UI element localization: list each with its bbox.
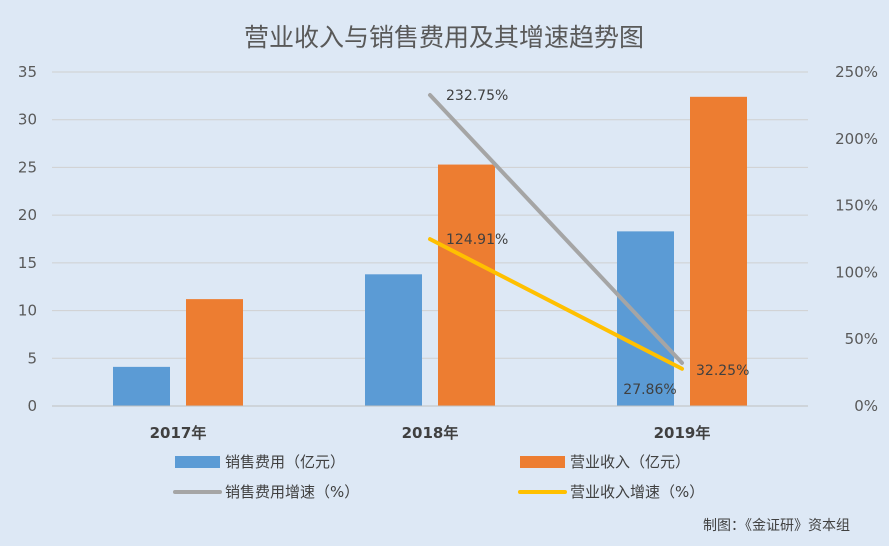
- x-tick-label: 2018年: [402, 424, 459, 442]
- y-left-tick-label: 35: [18, 63, 37, 81]
- bar-sales-expense: [365, 274, 422, 406]
- bar-revenue: [690, 96, 747, 406]
- y-left-tick-label: 30: [18, 111, 37, 129]
- y-left-tick-label: 5: [27, 349, 37, 367]
- bar-sales-expense: [113, 366, 170, 406]
- x-tick-label: 2019年: [654, 424, 711, 442]
- bar-revenue: [438, 164, 495, 406]
- y-right-tick-label: 100%: [835, 263, 878, 281]
- gridlines: [52, 71, 808, 359]
- line-sales-expense-growth: [428, 93, 684, 365]
- data-label: 27.86%: [623, 382, 676, 398]
- legend-label: 营业收入（亿元）: [570, 453, 690, 471]
- data-labels: 232.75% 32.25% 124.91% 27.86%: [446, 88, 749, 398]
- y-right-tick-label: 0%: [854, 397, 878, 415]
- x-tick-label: 2017年: [150, 424, 207, 442]
- y-left-tick-label: 15: [18, 254, 37, 272]
- bar-revenue: [186, 299, 243, 406]
- axes: 0 5 10 15 20 25 30 35 0% 50% 100% 150% 200% 250% 2017年…: [18, 63, 878, 442]
- y-left-tick-label: 25: [18, 158, 37, 176]
- data-label: 32.25%: [696, 363, 749, 379]
- source-note: 制图：《金证研》资本组: [703, 518, 850, 534]
- legend: 销售费用（亿元） 营业收入（亿元） 销售费用增速（%） 营业收入增速（%）: [173, 453, 704, 501]
- legend-label: 营业收入增速（%）: [570, 483, 704, 501]
- data-label: 124.91%: [446, 232, 508, 248]
- legend-label: 销售费用增速（%）: [225, 483, 359, 501]
- data-label: 232.75%: [446, 88, 508, 104]
- chart-title: 营业收入与销售费用及其增速趋势图: [244, 23, 644, 52]
- y-right-tick-label: 200%: [835, 130, 878, 148]
- y-left-tick-label: 0: [27, 397, 37, 415]
- line-series: [428, 93, 684, 371]
- y-right-tick-label: 150%: [835, 197, 878, 215]
- y-right-tick-label: 50%: [845, 330, 878, 348]
- y-left-tick-label: 10: [18, 302, 37, 320]
- legend-swatch: [175, 456, 220, 468]
- line-revenue-growth: [428, 237, 684, 371]
- bar-series: [113, 96, 747, 406]
- y-right-tick-label: 250%: [835, 63, 878, 81]
- y-left-tick-label: 20: [18, 206, 37, 224]
- legend-swatch: [520, 456, 565, 468]
- legend-label: 销售费用（亿元）: [225, 453, 345, 471]
- bar-sales-expense: [617, 231, 674, 406]
